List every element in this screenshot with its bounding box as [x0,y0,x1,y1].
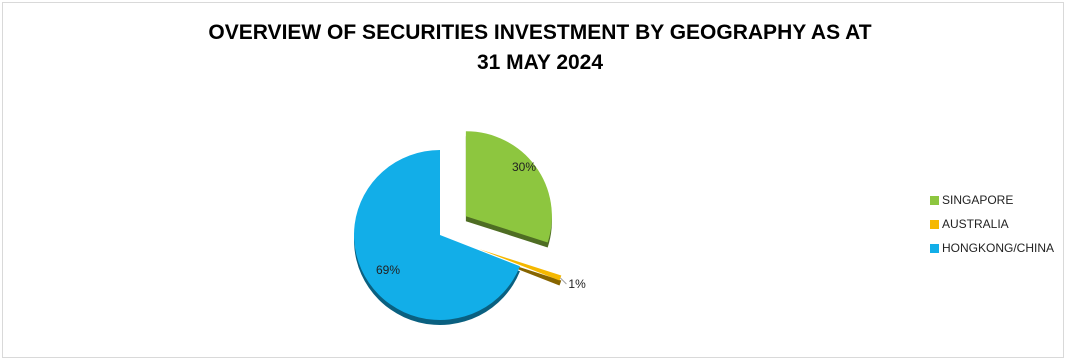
legend-item-singapore: SINGAPORE [930,188,1054,212]
legend-swatch-singapore [930,195,939,205]
chart-title: OVERVIEW OF SECURITIES INVESTMENT BY GEO… [0,18,1068,78]
legend-swatch-australia [930,219,939,229]
chart-legend: SINGAPORE AUSTRALIA HONGKONG/CHINA [930,188,1054,260]
pie-slice-singapore [465,131,552,243]
data-label-singapore: 30% [512,160,536,174]
legend-label-hongkong-china: HONGKONG/CHINA [942,241,1055,255]
legend-item-australia: AUSTRALIA [930,212,1054,236]
pie-slice-hongkong-china [353,150,520,320]
legend-label-australia: AUSTRALIA [942,217,1009,231]
legend-label-singapore: SINGAPORE [942,193,1014,207]
leader-line-australia [560,277,567,285]
data-label-hongkong-china: 69% [376,263,400,277]
pie-slice-australia [479,249,562,281]
data-label-australia: 1% [568,277,586,291]
legend-swatch-hongkong-china [930,243,939,253]
chart-title-line-1: OVERVIEW OF SECURITIES INVESTMENT BY GEO… [208,21,872,44]
legend-item-hongkong-china: HONGKONG/CHINA [930,236,1054,260]
chart-title-line-2: 31 MAY 2024 [476,51,604,74]
